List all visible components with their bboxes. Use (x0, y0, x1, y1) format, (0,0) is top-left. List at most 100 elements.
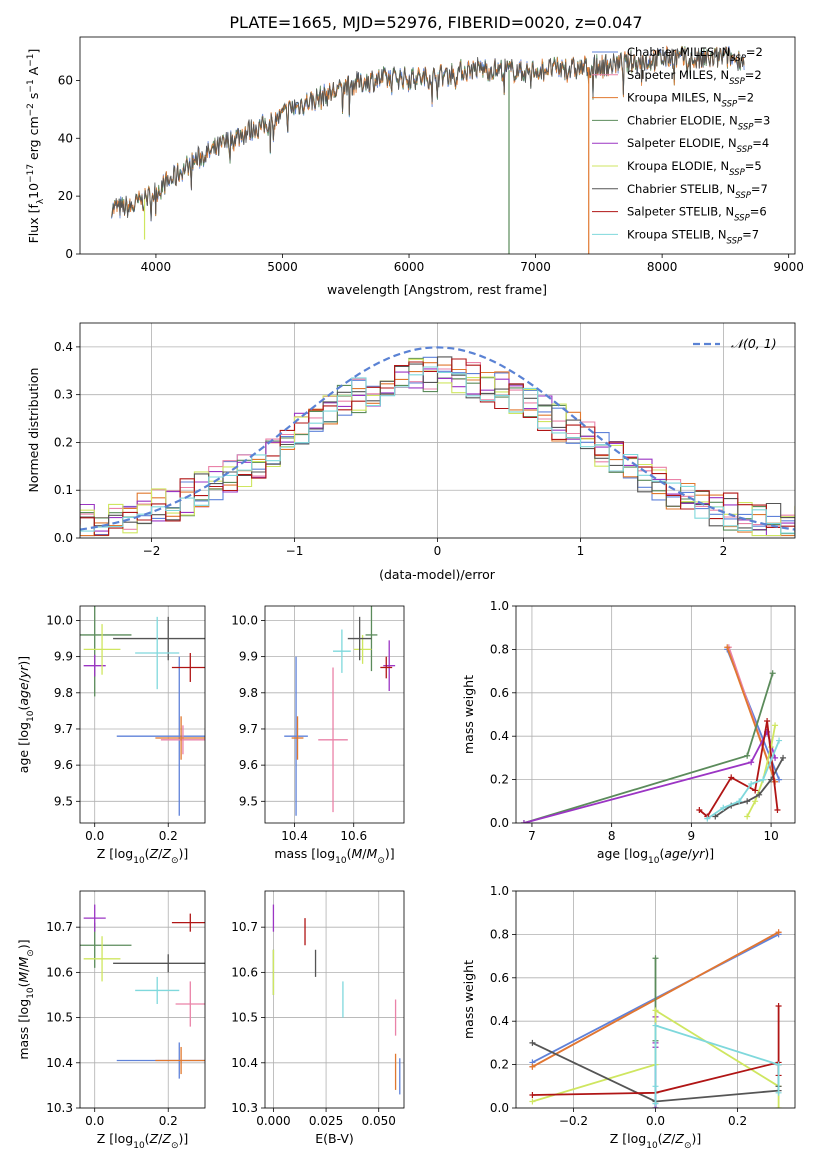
x-axis-label: mass [log10(M/M⊙)] (274, 846, 394, 866)
x-axis-label: E(B-V) (315, 1131, 354, 1146)
x-axis-label: wavelength [Angstrom, rest frame] (327, 282, 547, 297)
mass_vs_EBV-plot-area (272, 904, 401, 1095)
weight-marker (774, 806, 781, 813)
y-tick-label: 9.7 (54, 722, 73, 736)
y-tick-label: 9.5 (54, 794, 73, 808)
x-tick-label: 0 (434, 544, 442, 558)
axes-frame (79, 605, 206, 824)
axes-frame (515, 890, 796, 1109)
residual-histogram (80, 366, 795, 537)
x-tick-label: 0.2 (728, 1114, 747, 1128)
weight-marker (652, 1022, 659, 1029)
spectrum-line (111, 46, 745, 222)
weight-marker (704, 815, 711, 822)
x-axis-label: Z [log10(Z/Z⊙)] (97, 1131, 189, 1151)
weight-marker (652, 1083, 659, 1090)
weight-marker (772, 754, 779, 761)
y-tick-label: 0 (65, 247, 73, 261)
weight-marker (652, 1100, 659, 1107)
weight_vs_age-plot-area (520, 644, 787, 823)
weight-marker (744, 752, 751, 759)
y-axis-label: Normed distribution (26, 368, 41, 493)
y-tick-label: 10.6 (231, 965, 258, 979)
y-tick-label: 0.1 (54, 483, 73, 497)
weight-marker (775, 1003, 782, 1010)
x-tick-label: 0.0 (646, 1114, 665, 1128)
x-tick-label: 0.050 (362, 1114, 396, 1128)
y-tick-label: 10.5 (46, 1011, 73, 1025)
legend-entry: Kroupa MILES, NSSP=2 (627, 91, 754, 110)
y-tick-label: 10.7 (46, 920, 73, 934)
x-axis-label: Z [log10(Z/Z⊙)] (97, 846, 189, 866)
x-axis-label: (data-model)/error (379, 567, 496, 582)
x-tick-label: −1 (286, 544, 304, 558)
y-tick-label: 0.8 (490, 927, 509, 941)
weight-marker (712, 813, 719, 820)
weight-marker (748, 759, 755, 766)
x-tick-label: 2 (720, 544, 728, 558)
weight-marker (529, 1091, 536, 1098)
weight-line (706, 740, 780, 820)
weight-marker (769, 670, 776, 677)
legend-entry: Salpeter ELODIE, NSSP=4 (627, 136, 769, 155)
x-tick-label: 4000 (141, 260, 172, 274)
residuals-panel: −2 −1 0 1 2 0.0 0.1 0.2 0.3 0.4 (data-model)/error… (26, 322, 796, 582)
weight-line (523, 729, 776, 823)
x-tick-label: 0.2 (159, 829, 178, 843)
age_vs_Z-panel: 0.0 0.2 9.5 9.6 9.7 9.8 9.9 10.0 Z [log10(Z/Z⊙)]… (16, 605, 206, 866)
spectrum-panel: 4000 5000 6000 7000 8000 9000 0 20 40 60 wavelengt… (26, 36, 804, 297)
y-tick-label: 10.3 (46, 1101, 73, 1115)
weight-marker (744, 798, 751, 805)
x-tick-label: 9000 (773, 260, 804, 274)
age_vs_Z-plot-area (80, 606, 205, 816)
y-tick-label: 0.2 (54, 435, 73, 449)
weight-marker (520, 820, 527, 823)
weight_vs_Z-plot-area (529, 929, 782, 1108)
weight-line (698, 720, 779, 818)
weight-marker (775, 1061, 782, 1068)
y-axis-label: age [log10(age/yr)] (16, 656, 36, 773)
y-tick-label: 0.0 (490, 1101, 509, 1115)
y-tick-label: 0.3 (54, 388, 73, 402)
y-tick-label: 10.7 (231, 920, 258, 934)
y-tick-label: 20 (58, 189, 73, 203)
x-tick-label: 0.025 (309, 1114, 343, 1128)
weight-marker (772, 722, 779, 729)
x-tick-label: 0.0 (85, 1114, 104, 1128)
legend-entry: 𝒩(0, 1) (731, 336, 777, 351)
legend-entry: Salpeter STELIB, NSSP=6 (627, 205, 767, 224)
weight-marker (529, 1063, 536, 1070)
x-tick-label: 8000 (647, 260, 678, 274)
y-tick-label: 10.3 (231, 1101, 258, 1115)
axes-frame (79, 36, 796, 255)
weight-marker (736, 798, 743, 805)
weight-marker (696, 806, 703, 813)
age_vs_mass-panel: 10.4 10.6 9.5 9.6 9.7 9.8 9.9 10.0 mass [log10(M… (231, 605, 405, 866)
y-tick-label: 0.8 (490, 642, 509, 656)
weight-marker (752, 798, 759, 805)
x-tick-label: 8 (608, 829, 616, 843)
y-tick-label: 10.5 (231, 1011, 258, 1025)
weight-marker (720, 804, 727, 811)
y-tick-label: 0.4 (54, 340, 73, 354)
y-tick-label: 0.2 (490, 1058, 509, 1072)
y-tick-label: 10.4 (46, 1056, 73, 1070)
weight_vs_age-panel: 7 8 9 10 0.0 0.2 0.4 0.6 0.8 1.0 age [log10(age/yr… (461, 599, 796, 866)
y-tick-label: 9.9 (239, 650, 258, 664)
weight-marker (752, 787, 759, 794)
weight-marker (529, 1098, 536, 1105)
weight-marker (744, 813, 751, 820)
y-axis-label: Flux [fλ10−17 erg cm−2 s−1 A−1] (26, 49, 46, 244)
y-tick-label: 0.0 (54, 531, 73, 545)
weight-marker (775, 1089, 782, 1096)
mass_vs_EBV-panel: 0.000 0.025 0.050 10.3 10.4 10.5 10.6 10.7 E(B-V… (231, 890, 405, 1146)
legend-entry: Chabrier MILES, NSSP=2 (627, 45, 763, 64)
y-tick-label: 10.6 (46, 965, 73, 979)
y-tick-label: 40 (58, 131, 73, 145)
y-tick-label: 10.0 (231, 613, 258, 627)
age_vs_mass-plot-area (284, 606, 396, 816)
y-tick-label: 9.9 (54, 650, 73, 664)
y-tick-label: 0.6 (490, 686, 509, 700)
y-tick-label: 9.8 (239, 686, 258, 700)
